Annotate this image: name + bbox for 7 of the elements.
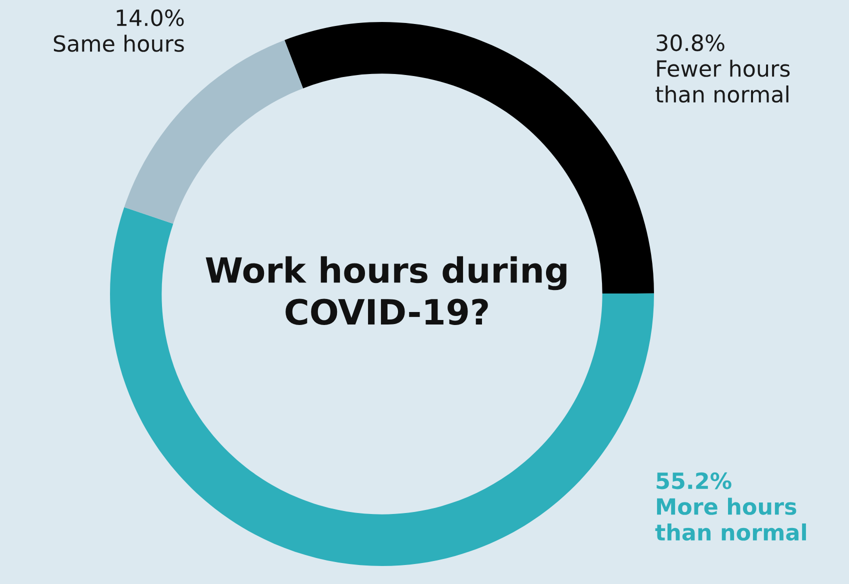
- slice-label: More hours than normal: [655, 498, 806, 541]
- data-label: 14.0%: [116, 9, 184, 26]
- text: Work hours during COVID-19?: [206, 256, 566, 325]
- slice-label: Same hours: [54, 34, 184, 52]
- data-label: 30.8%: [656, 34, 724, 52]
- data-label: 55.2%: [656, 472, 732, 490]
- slice-label: Fewer hours than normal: [656, 60, 790, 103]
